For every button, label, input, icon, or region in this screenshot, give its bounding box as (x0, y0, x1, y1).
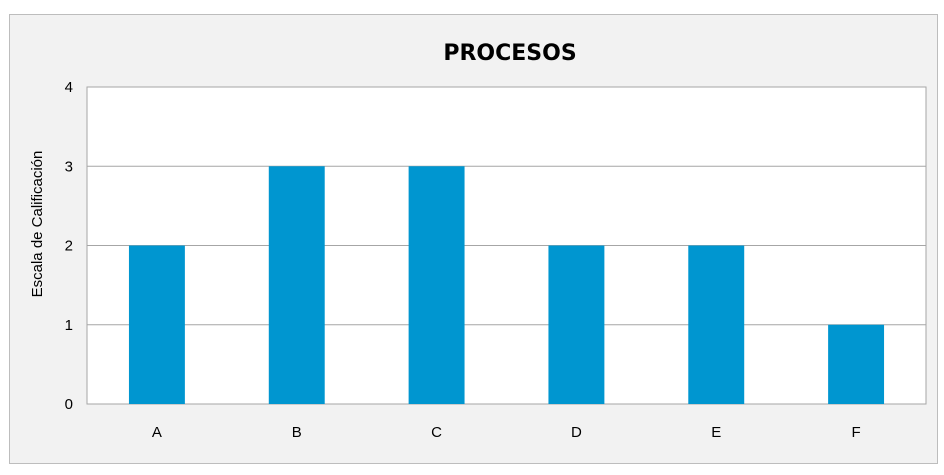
x-axis-ticks: A B C D E F (152, 424, 861, 441)
x-tick-label-c: C (431, 424, 442, 441)
y-tick-label: 2 (65, 238, 73, 255)
x-tick-label-b: B (292, 424, 302, 441)
y-tick-label: 4 (65, 79, 73, 96)
y-axis-ticks: 0 1 2 3 4 (65, 79, 73, 413)
y-tick-label: 0 (65, 396, 73, 413)
bar-e (688, 245, 745, 404)
bars (128, 166, 885, 404)
bar-c (408, 166, 465, 404)
bar-f (828, 324, 885, 404)
bar-b (268, 166, 325, 404)
bar-a (128, 245, 185, 404)
gridlines (87, 165, 926, 326)
x-tick-label-f: F (851, 424, 860, 441)
x-tick-label-d: D (571, 424, 582, 441)
bar-d (548, 245, 605, 404)
x-tick-label-e: E (711, 424, 721, 441)
y-axis-label: Escala de Calificación (29, 151, 46, 298)
y-tick-label: 3 (65, 158, 73, 175)
x-tick-label-a: A (152, 424, 162, 441)
chart-title: PROCESOS (443, 41, 576, 66)
y-tick-label: 1 (65, 317, 73, 334)
